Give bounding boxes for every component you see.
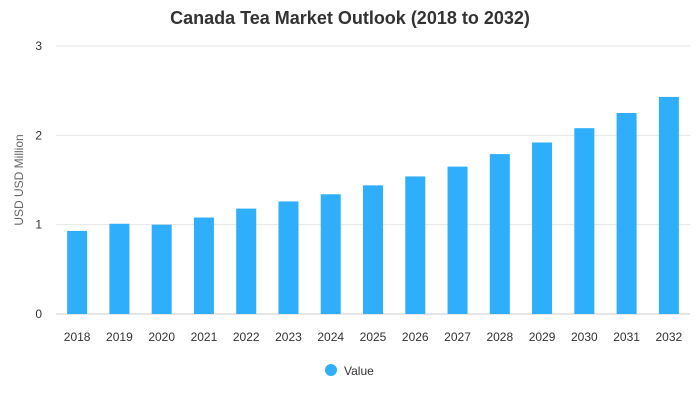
legend[interactable]: Value xyxy=(325,364,374,378)
bar-2031[interactable] xyxy=(616,113,637,314)
bar-2018[interactable] xyxy=(67,230,88,314)
bar-2024[interactable] xyxy=(320,194,341,314)
legend-label: Value xyxy=(344,364,374,378)
legend-marker xyxy=(325,364,337,376)
bar-2026[interactable] xyxy=(405,176,426,314)
x-axis-ticks: 2018 2019 2020 2021 2022 2023 2024 2025 2026 2027… xyxy=(64,330,683,344)
bar-2022[interactable] xyxy=(236,208,257,314)
x-tick-label: 2026 xyxy=(402,330,429,344)
x-tick-label: 2022 xyxy=(233,330,260,344)
bar-2019[interactable] xyxy=(109,223,130,314)
x-tick-label: 2021 xyxy=(191,330,218,344)
bar-2029[interactable] xyxy=(532,142,553,314)
bars xyxy=(67,96,679,314)
bar-2023[interactable] xyxy=(278,201,299,314)
y-tick-label: 3 xyxy=(35,39,42,53)
y-axis-title: USD USD Million xyxy=(12,134,26,225)
y-tick-label: 1 xyxy=(35,218,42,232)
x-tick-label: 2032 xyxy=(656,330,683,344)
bar-2025[interactable] xyxy=(363,185,383,314)
bar-2030[interactable] xyxy=(574,128,595,314)
x-tick-label: 2031 xyxy=(613,330,640,344)
x-tick-label: 2023 xyxy=(275,330,302,344)
x-tick-label: 2024 xyxy=(317,330,344,344)
bar-2028[interactable] xyxy=(489,154,510,314)
chart-title: Canada Tea Market Outlook (2018 to 2032) xyxy=(170,8,530,28)
y-tick-label: 0 xyxy=(35,307,42,321)
bar-2021[interactable] xyxy=(193,217,214,314)
x-tick-label: 2029 xyxy=(529,330,556,344)
x-tick-label: 2030 xyxy=(571,330,598,344)
x-tick-label: 2025 xyxy=(360,330,387,344)
x-tick-label: 2019 xyxy=(106,330,133,344)
bar-2032[interactable] xyxy=(658,96,679,314)
x-tick-label: 2018 xyxy=(64,330,91,344)
x-tick-label: 2020 xyxy=(148,330,175,344)
y-axis-ticks: 0 1 2 3 xyxy=(35,39,42,321)
x-tick-label: 2028 xyxy=(486,330,513,344)
bar-2027[interactable] xyxy=(447,166,468,314)
bar-2020[interactable] xyxy=(151,224,172,314)
x-tick-label: 2027 xyxy=(444,330,471,344)
y-tick-label: 2 xyxy=(35,128,42,142)
